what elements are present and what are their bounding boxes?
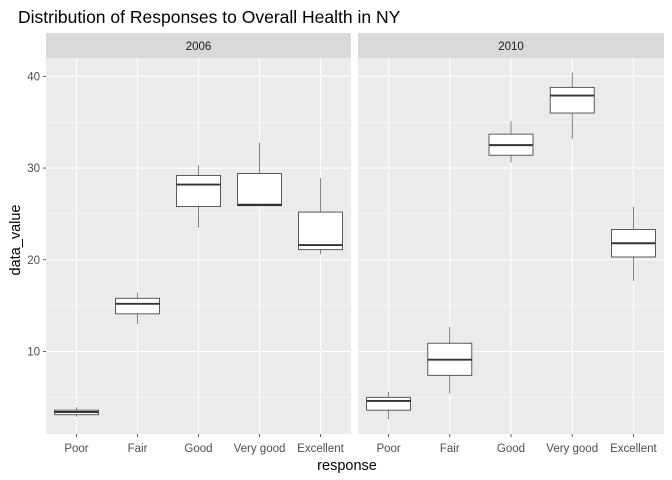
box-fair <box>427 326 473 394</box>
facet-strip-label: 2010 <box>498 41 524 53</box>
box-iqr <box>115 297 160 315</box>
facet-panel-2006: 2006 Poor Fair Good Very good Excellent <box>46 33 351 455</box>
box-good <box>176 165 221 228</box>
facet-strip <box>46 33 351 58</box>
facet-strip-label: 2006 <box>186 41 212 53</box>
box-good <box>488 121 534 163</box>
chart-title: Distribution of Responses to Overall Hea… <box>18 7 401 27</box>
box-excellent <box>611 206 656 281</box>
x-tick-label: Fair <box>440 443 460 455</box>
box-fair <box>115 292 160 324</box>
box-iqr <box>176 174 221 207</box>
facet-strip <box>358 33 664 58</box>
box-iqr <box>366 396 412 411</box>
box-iqr <box>237 173 282 207</box>
box-very-good <box>549 72 595 139</box>
box-poor <box>366 391 412 420</box>
y-tick-label: 40 <box>27 71 40 83</box>
x-tick-label: Excellent <box>297 443 344 455</box>
box-poor <box>54 407 99 417</box>
x-axis-title: response <box>317 458 377 474</box>
x-tick-label: Fair <box>128 443 148 455</box>
x-tick-label: Good <box>184 443 212 455</box>
y-tick-label: 20 <box>27 255 40 267</box>
y-tick-label: 10 <box>27 346 40 358</box>
x-tick-label: Poor <box>376 443 400 455</box>
box-excellent <box>298 178 343 255</box>
facet-panels: 2006 Poor Fair Good Very good Excellent 2010 Po… <box>46 33 664 455</box>
x-tick-label: Very good <box>234 443 286 455</box>
box-very-good <box>237 142 282 207</box>
x-tick-label: Excellent <box>610 443 657 455</box>
box-iqr <box>298 211 343 251</box>
facet-panel-2010: 2010 Poor Fair Good Very good Excellent <box>358 33 664 455</box>
x-tick-label: Very good <box>546 443 598 455</box>
x-tick-label: Poor <box>64 443 88 455</box>
x-tick-label: Good <box>497 443 525 455</box>
y-tick-label: 30 <box>27 163 40 175</box>
box-iqr <box>549 86 595 114</box>
y-axis: 10 20 30 40 <box>27 71 46 358</box>
y-axis-title: data_value <box>8 205 24 276</box>
